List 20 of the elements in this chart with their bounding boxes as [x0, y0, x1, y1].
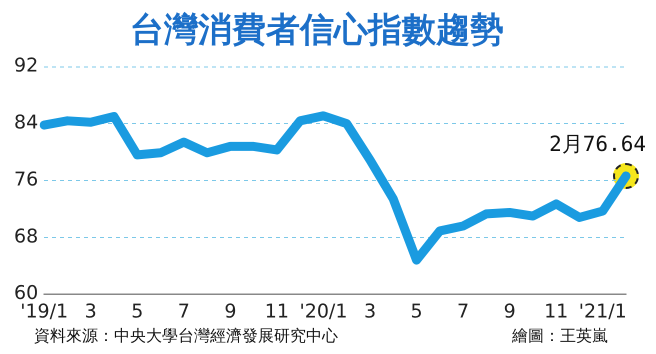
source-note: 資料來源：中央大學台灣經濟發展研究中心	[34, 326, 338, 347]
x-tick-label: '20/1	[300, 300, 348, 323]
annotation: 2月76.64	[549, 132, 646, 156]
x-tick-label: 11	[264, 300, 289, 323]
y-tick-label: 68	[14, 225, 38, 248]
x-tick-label: 9	[224, 300, 236, 323]
x-tick-label: 5	[410, 300, 423, 323]
x-tick-label: 11	[544, 300, 568, 323]
chart-title: 台灣消費者信心指數趨勢	[130, 10, 504, 50]
x-tick-label: 5	[131, 300, 144, 323]
x-tick-label: '21/1	[578, 300, 627, 323]
y-tick-label: 76	[14, 168, 38, 190]
x-tick-label: 7	[457, 300, 470, 323]
x-tick-label: 3	[84, 300, 97, 323]
x-tick-label: 9	[504, 300, 516, 323]
x-tick-label: 3	[364, 300, 376, 323]
y-tick-label: 84	[14, 112, 38, 134]
y-tick-label: 92	[14, 54, 38, 77]
text: 繪圖：王英嵐	[512, 326, 608, 347]
x-tick-label: 7	[178, 300, 190, 323]
